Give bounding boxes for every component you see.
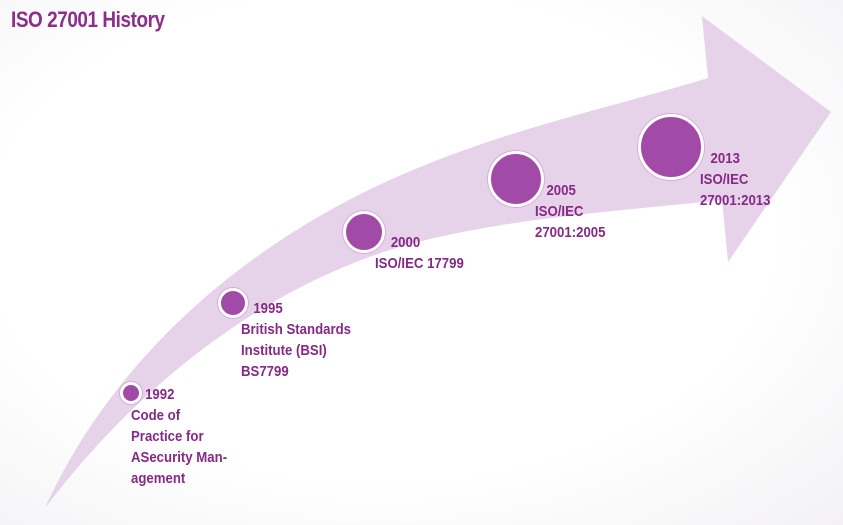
milestone-text-line: ISO/IEC bbox=[535, 203, 584, 220]
milestone-text-line: 27001:2005 bbox=[535, 224, 606, 241]
milestone-text-line: Institute (BSI) bbox=[241, 342, 327, 359]
milestone-1992-node bbox=[120, 382, 142, 404]
milestone-2013-node bbox=[638, 114, 704, 180]
milestone-year: 2005 bbox=[546, 182, 576, 199]
milestone-2000-label: 2000 ISO/IEC 17799 bbox=[375, 232, 464, 274]
page-title: ISO 27001 History bbox=[11, 7, 165, 32]
milestone-2013-label: 2013 ISO/IEC 27001:2013 bbox=[700, 148, 770, 211]
milestone-2005-label: 2005 ISO/IEC 27001:2005 bbox=[535, 180, 605, 243]
milestone-text-line: British Standards bbox=[241, 321, 352, 338]
milestone-text-line: ASecurity Man- bbox=[131, 449, 228, 466]
milestone-text-line: 27001:2013 bbox=[700, 192, 771, 209]
milestone-text-line: BS7799 bbox=[241, 363, 289, 380]
milestone-year: 1995 bbox=[253, 300, 283, 317]
milestone-year: 2013 bbox=[710, 150, 740, 167]
milestone-text-line: ISO/IEC bbox=[700, 171, 749, 188]
milestone-text-line: ISO/IEC 17799 bbox=[375, 255, 464, 272]
milestone-2000-node bbox=[343, 211, 385, 253]
arrow-shape bbox=[45, 16, 831, 508]
milestone-text-line: agement bbox=[131, 470, 186, 487]
milestone-year: 2000 bbox=[390, 234, 421, 251]
milestone-text-line: Practice for bbox=[131, 428, 204, 445]
milestone-year: 1992 bbox=[145, 386, 175, 403]
milestone-2005-node bbox=[488, 151, 544, 207]
milestone-1992-label: 1992 Code of Practice for ASecurity Man-… bbox=[131, 384, 227, 489]
milestone-1995-label: 1995 British Standards Institute (BSI) B… bbox=[241, 298, 351, 382]
milestone-1995-node bbox=[218, 288, 248, 318]
milestone-text-line: Code of bbox=[131, 407, 181, 424]
